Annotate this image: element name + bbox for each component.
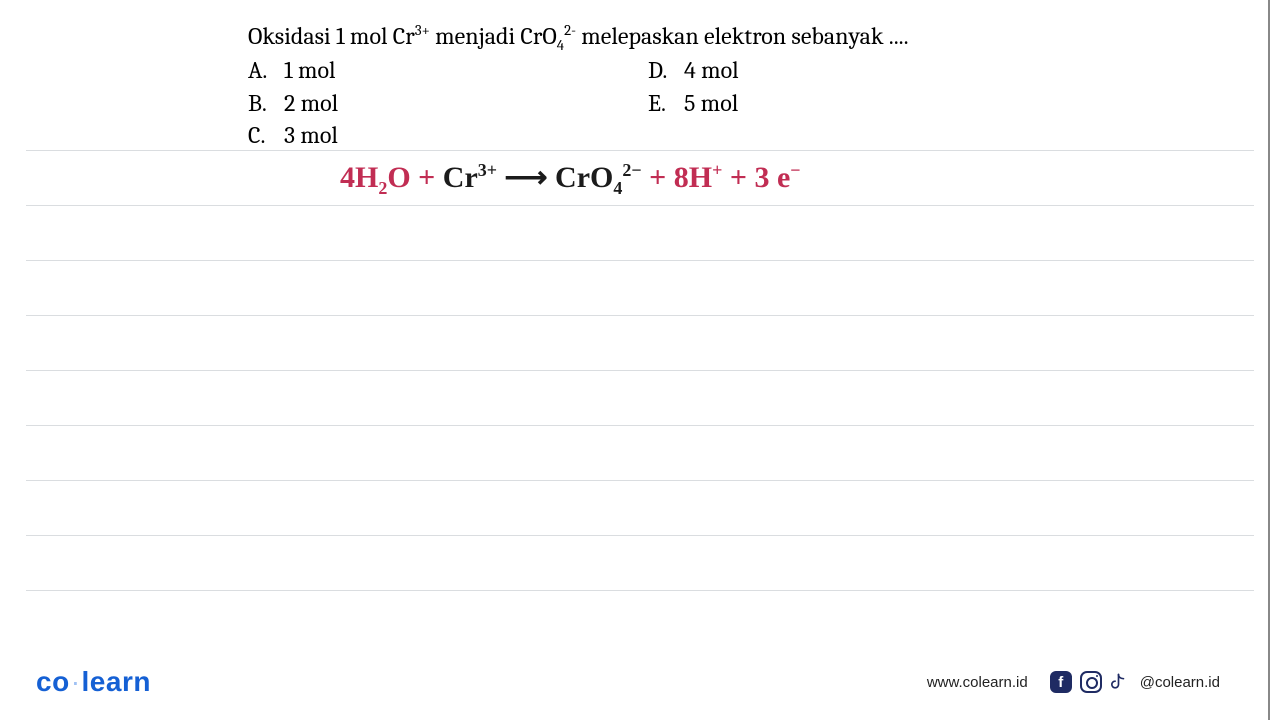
handwriting-segment: 4H: [340, 161, 378, 194]
question-prompt: Oksidasi 1 mol Cr3+ menjadi CrO42- melep…: [248, 20, 1068, 52]
option-e: E.5 mol: [648, 87, 738, 119]
prompt-sub-1: 4: [557, 37, 564, 54]
handwriting-segment: 4: [613, 178, 622, 198]
footer-url: www.colearn.id: [927, 674, 1028, 691]
option-c: C.3 mol: [248, 119, 648, 151]
brand-learn: learn: [82, 666, 151, 697]
option-letter: D.: [648, 54, 684, 86]
handwriting-segment: + 3 e: [722, 161, 790, 194]
instagram-icon: [1080, 671, 1102, 693]
prompt-sup-2: 2-: [564, 22, 576, 39]
handwriting-segment: 3+: [478, 160, 497, 180]
tiktok-icon: [1110, 671, 1132, 693]
footer: co·learn www.colearn.id f @colearn.id: [0, 644, 1256, 720]
option-text: 4 mol: [684, 54, 739, 86]
handwriting-segment: −: [790, 160, 800, 180]
handwriting-segment: Cr: [443, 161, 478, 194]
option-text: 1 mol: [284, 54, 336, 86]
ruled-line: [26, 590, 1254, 645]
handwriting-segment: ⟶: [497, 161, 555, 194]
handwriting-segment: CrO: [555, 161, 613, 194]
option-letter: C.: [248, 119, 284, 151]
option-b: B.2 mol: [248, 87, 648, 119]
prompt-text-1: Oksidasi 1 mol Cr: [248, 22, 415, 50]
handwriting-segment: +: [712, 160, 722, 180]
facebook-icon: f: [1050, 671, 1072, 693]
option-d: D.4 mol: [648, 54, 739, 86]
handwriting-segment: O +: [387, 161, 442, 194]
ruled-line: [26, 425, 1254, 480]
page-right-border: [1268, 0, 1280, 720]
handwriting-segment: + 8H: [642, 161, 712, 194]
option-letter: A.: [248, 54, 284, 86]
prompt-text-3: melepaskan elektron sebanyak ....: [576, 22, 909, 50]
prompt-sup-1: 3+: [415, 22, 430, 39]
social-icons: f @colearn.id: [1050, 671, 1220, 693]
lined-paper-area: [26, 150, 1254, 640]
brand-dot: ·: [71, 666, 81, 697]
social-handle: @colearn.id: [1140, 674, 1220, 691]
option-text: 5 mol: [684, 87, 738, 119]
option-a: A.1 mol: [248, 54, 648, 86]
handwritten-equation: 4H2O + Cr3+ ⟶ CrO42− + 8H+ + 3 e−: [340, 160, 801, 195]
option-text: 3 mol: [284, 119, 338, 151]
brand-co: co: [36, 666, 70, 697]
ruled-line: [26, 535, 1254, 590]
question-block: Oksidasi 1 mol Cr3+ menjadi CrO42- melep…: [248, 20, 1068, 152]
ruled-line: [26, 370, 1254, 425]
ruled-line: [26, 205, 1254, 260]
ruled-line: [26, 315, 1254, 370]
handwriting-segment: 2: [378, 178, 387, 198]
prompt-text-2: menjadi CrO: [430, 22, 557, 50]
brand-logo: co·learn: [36, 666, 151, 698]
ruled-line: [26, 260, 1254, 315]
option-text: 2 mol: [284, 87, 338, 119]
handwriting-segment: 2−: [622, 160, 641, 180]
option-letter: B.: [248, 87, 284, 119]
option-letter: E.: [648, 87, 684, 119]
ruled-line: [26, 480, 1254, 535]
